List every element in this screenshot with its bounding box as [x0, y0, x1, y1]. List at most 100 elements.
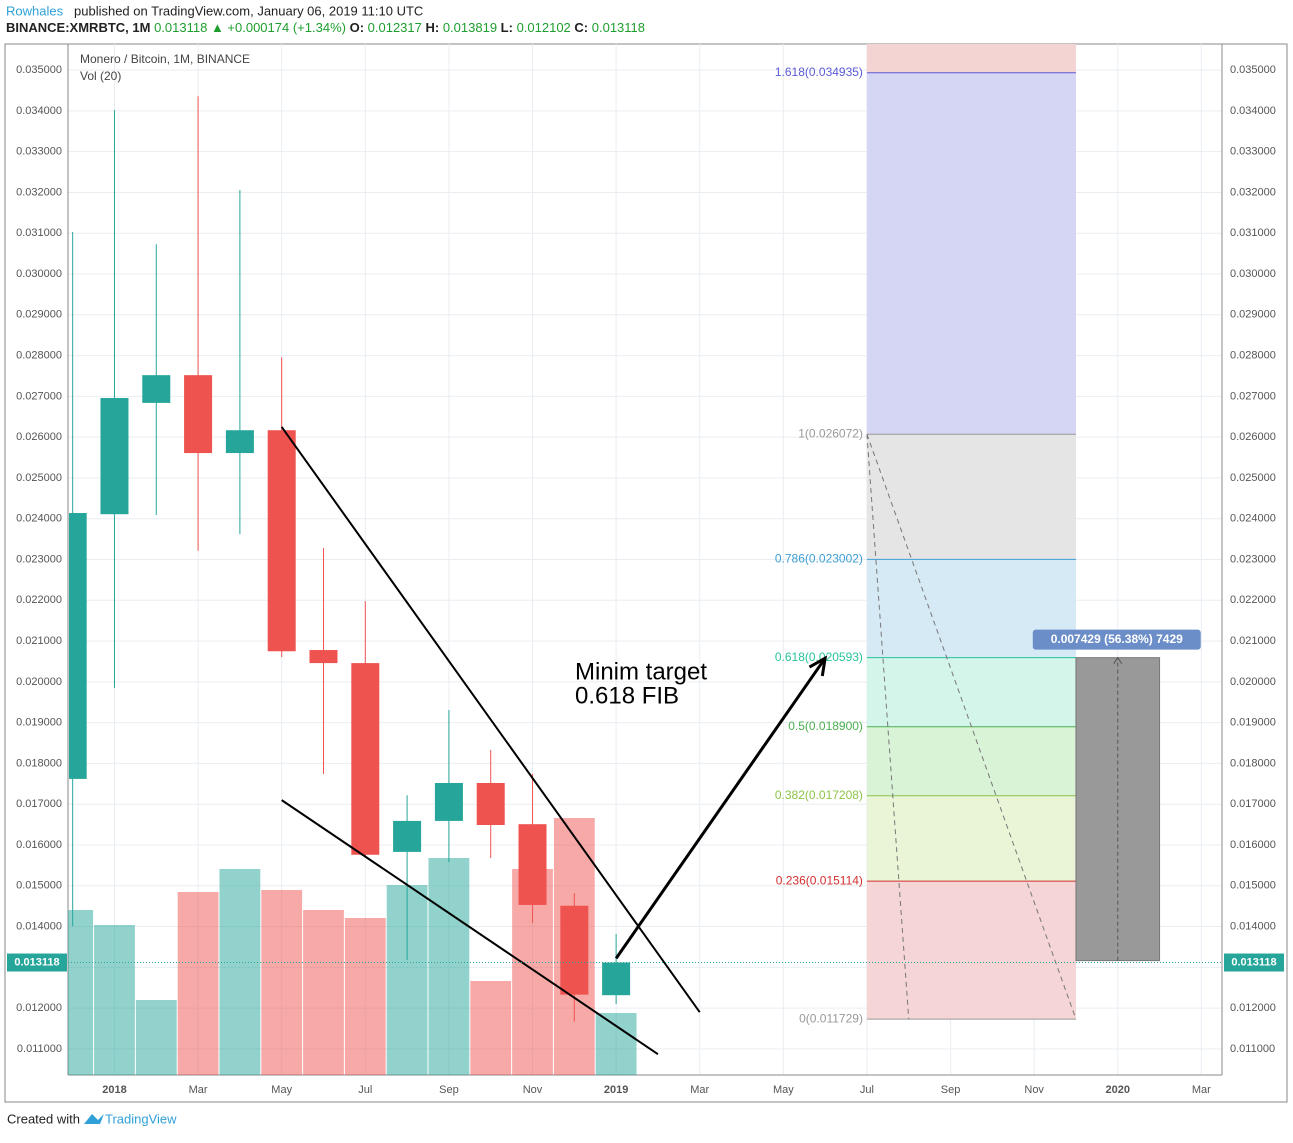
quote-part: L:: [501, 20, 517, 35]
candle-body: [560, 905, 589, 995]
measure-label-bg: [1032, 629, 1201, 650]
arrow-line: [614, 657, 827, 960]
y-tick-label-right: 0.021000: [1230, 635, 1276, 647]
volume-bar: [68, 910, 94, 1075]
y-tick-label: 0.011000: [17, 1043, 62, 1055]
candle-body: [434, 782, 463, 821]
y-tick-label: 0.023000: [16, 553, 62, 565]
y-tick-label: 0.031000: [16, 227, 62, 239]
y-tick-label-right: 0.023000: [1230, 553, 1276, 565]
y-tick-label-right: 0.011000: [1230, 1043, 1275, 1055]
volume-bar: [303, 910, 344, 1075]
fib-trend: [866, 434, 910, 1020]
x-tick-label: Mar: [1192, 1084, 1211, 1096]
y-tick-label: 0.027000: [16, 390, 62, 402]
fib-label: 0.618(0.020593): [775, 650, 863, 664]
legend-series: Monero / Bitcoin, 1M, BINANCE: [80, 52, 250, 66]
fib-label: 0.236(0.015114): [776, 873, 863, 887]
x-tick-label: 2018: [102, 1084, 126, 1096]
y-tick-label: 0.018000: [16, 757, 62, 769]
published: published on TradingView.com, January 06…: [74, 3, 423, 18]
trend-line: [281, 799, 659, 1056]
volume-bar: [177, 892, 219, 1075]
y-tick-label: 0.025000: [16, 472, 62, 484]
y-tick-label: 0.035000: [16, 64, 62, 76]
quote: BINANCE:XMRBTC, 1M 0.013118 ▲ +0.000174 …: [6, 20, 645, 35]
quote-part: 0.012102: [517, 20, 575, 35]
fib-band: [866, 795, 1076, 882]
candle-body: [225, 430, 254, 454]
measure-label: 0.007429 (56.38%) 7429: [1051, 632, 1183, 646]
quote-part: 0.013118: [592, 20, 645, 35]
fib-trend: [866, 434, 1077, 1020]
y-tick-label-right: 0.026000: [1230, 431, 1276, 443]
logo: [84, 1114, 104, 1124]
x-tick-label: Sep: [941, 1084, 961, 1096]
y-tick-label: 0.020000: [16, 676, 62, 688]
candle-body: [518, 824, 547, 905]
y-tick-label: 0.012000: [16, 1002, 62, 1014]
candle-body: [393, 820, 422, 852]
last-price-bg: [1224, 953, 1284, 972]
fib-label: 0.786(0.023002): [775, 552, 863, 566]
y-tick-label-right: 0.033000: [1230, 146, 1276, 158]
volume-bar: [470, 981, 512, 1075]
x-tick-label: Nov: [1024, 1084, 1044, 1096]
y-tick-label-right: 0.025000: [1230, 472, 1276, 484]
candle-body: [476, 782, 505, 825]
last-price-label: 0.013118: [14, 956, 59, 968]
candle-body: [309, 650, 338, 664]
footer-brand: TradingView: [105, 1111, 177, 1126]
fib-band: [866, 726, 1076, 796]
quote-part: BINANCE:XMRBTC, 1M: [6, 20, 154, 35]
fib-band: [866, 657, 1076, 727]
y-tick-label-right: 0.020000: [1230, 676, 1276, 688]
footer-created: Created with: [7, 1111, 80, 1126]
y-tick-label: 0.016000: [16, 839, 62, 851]
quote-part: 0.013819: [443, 20, 501, 35]
candle-body: [267, 430, 296, 652]
annotation: 0.618 FIB: [575, 682, 679, 709]
fib-band: [866, 72, 1076, 435]
fib-label: 1(0.026072): [798, 426, 863, 440]
y-tick-label: 0.017000: [16, 798, 62, 810]
volume-bar: [261, 890, 303, 1075]
volume-bar: [344, 918, 386, 1075]
candle-body: [351, 663, 380, 855]
y-tick-label-right: 0.031000: [1230, 227, 1276, 239]
fib-label: 0(0.011729): [799, 1011, 863, 1025]
quote-part: O:: [350, 20, 368, 35]
trend-line: [280, 426, 701, 1013]
fib-label: 1.618(0.034935): [775, 65, 863, 79]
candle-body: [69, 513, 87, 779]
y-tick-label: 0.014000: [16, 920, 62, 932]
y-tick-label-right: 0.017000: [1230, 798, 1276, 810]
y-tick-label-right: 0.014000: [1230, 920, 1276, 932]
fib-label: 0.5(0.018900): [788, 719, 863, 733]
y-tick-label-right: 0.015000: [1230, 880, 1276, 892]
candle-body: [602, 962, 631, 996]
quote-part: C:: [574, 20, 591, 35]
candle-body: [100, 397, 129, 515]
volume-bar: [219, 869, 261, 1075]
last-price-bg: [7, 953, 67, 972]
y-tick-label: 0.019000: [16, 717, 62, 729]
y-tick-label: 0.032000: [16, 186, 62, 198]
x-tick-label: 2019: [604, 1084, 628, 1096]
y-tick-label-right: 0.016000: [1230, 839, 1276, 851]
quote-part: ▲ +0.000174 (+1.34%): [211, 20, 350, 35]
fib-band: [866, 44, 1076, 73]
quote-part: 0.012317: [368, 20, 426, 35]
y-tick-label-right: 0.012000: [1230, 1002, 1276, 1014]
y-tick-label: 0.024000: [16, 513, 62, 525]
quote-part: H:: [425, 20, 442, 35]
y-tick-label: 0.021000: [16, 635, 62, 647]
y-tick-label: 0.015000: [16, 880, 62, 892]
y-tick-label: 0.028000: [16, 349, 62, 361]
quote-part: 0.013118: [154, 20, 211, 35]
x-tick-label: Jul: [860, 1084, 874, 1096]
fib-label: 0.382(0.017208): [775, 788, 863, 802]
y-tick-label-right: 0.028000: [1230, 349, 1276, 361]
